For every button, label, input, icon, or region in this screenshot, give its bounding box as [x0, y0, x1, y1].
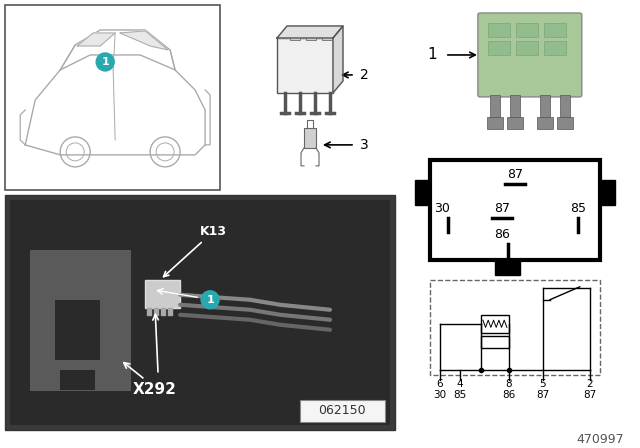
Circle shape — [96, 53, 114, 71]
Bar — [286, 31, 296, 37]
Text: 87: 87 — [494, 202, 510, 215]
Bar — [507, 117, 523, 129]
Bar — [516, 41, 538, 55]
Text: 87: 87 — [583, 390, 596, 400]
Bar — [487, 117, 503, 129]
Text: 86: 86 — [502, 390, 515, 400]
Bar — [168, 308, 173, 316]
Bar — [430, 160, 600, 260]
Bar — [488, 23, 510, 37]
Polygon shape — [333, 26, 343, 93]
Bar — [544, 41, 566, 55]
Text: X292: X292 — [133, 382, 177, 397]
Text: 87: 87 — [536, 390, 550, 400]
Polygon shape — [60, 370, 95, 390]
Text: 87: 87 — [507, 168, 523, 181]
Text: 6: 6 — [436, 379, 444, 389]
Bar — [516, 23, 538, 37]
Bar — [321, 34, 332, 39]
Text: 86: 86 — [494, 228, 510, 241]
Bar — [481, 315, 509, 333]
Bar — [300, 400, 385, 422]
Bar — [304, 128, 316, 148]
Text: 30: 30 — [433, 390, 447, 400]
Bar — [318, 31, 328, 37]
Bar — [490, 95, 500, 117]
Bar — [537, 117, 553, 129]
Text: 2: 2 — [360, 68, 369, 82]
Bar — [540, 95, 550, 117]
Bar — [283, 29, 293, 35]
FancyBboxPatch shape — [478, 13, 582, 97]
Bar — [5, 195, 395, 430]
Text: 062150: 062150 — [318, 404, 366, 417]
Bar — [481, 336, 509, 348]
Bar — [306, 34, 316, 39]
Text: 85: 85 — [570, 202, 586, 215]
Bar — [510, 95, 520, 117]
Bar — [145, 280, 180, 308]
Bar — [430, 280, 600, 375]
Text: 4: 4 — [456, 379, 463, 389]
Bar — [147, 308, 152, 316]
Polygon shape — [77, 33, 115, 46]
Bar — [161, 308, 166, 316]
Bar — [315, 29, 325, 35]
Bar — [560, 95, 570, 117]
Polygon shape — [120, 31, 168, 50]
Text: 1: 1 — [206, 295, 214, 305]
Text: 470997: 470997 — [576, 433, 623, 446]
Text: 3: 3 — [360, 138, 369, 152]
Text: 1: 1 — [427, 47, 436, 62]
Text: 30: 30 — [434, 202, 450, 215]
Bar — [600, 180, 615, 205]
Polygon shape — [55, 300, 100, 360]
Bar — [299, 29, 309, 35]
Text: K13: K13 — [164, 225, 227, 277]
Polygon shape — [277, 26, 343, 38]
Text: 85: 85 — [453, 390, 467, 400]
Circle shape — [201, 291, 219, 309]
Bar — [277, 38, 333, 93]
Bar — [415, 180, 430, 205]
Text: 1: 1 — [101, 57, 109, 67]
Bar — [5, 5, 220, 190]
Bar — [557, 117, 573, 129]
Bar — [154, 308, 159, 316]
Bar — [302, 31, 312, 37]
Text: 2: 2 — [586, 379, 593, 389]
Bar — [10, 200, 390, 425]
Polygon shape — [30, 250, 130, 390]
Bar — [290, 34, 300, 39]
Text: 8: 8 — [506, 379, 512, 389]
Bar — [488, 41, 510, 55]
Bar — [544, 23, 566, 37]
Bar — [495, 260, 520, 275]
Text: 5: 5 — [540, 379, 546, 389]
